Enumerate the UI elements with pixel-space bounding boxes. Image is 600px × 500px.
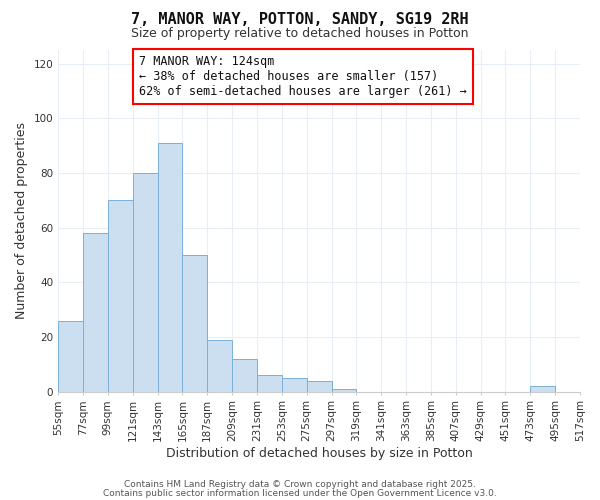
Bar bbox=[530, 386, 555, 392]
Bar bbox=[207, 340, 232, 392]
Bar bbox=[108, 200, 133, 392]
Bar bbox=[232, 359, 257, 392]
Bar bbox=[332, 389, 356, 392]
Bar bbox=[182, 255, 207, 392]
Bar bbox=[83, 233, 108, 392]
Text: Contains HM Land Registry data © Crown copyright and database right 2025.: Contains HM Land Registry data © Crown c… bbox=[124, 480, 476, 489]
Bar bbox=[282, 378, 307, 392]
Text: Contains public sector information licensed under the Open Government Licence v3: Contains public sector information licen… bbox=[103, 489, 497, 498]
Text: 7, MANOR WAY, POTTON, SANDY, SG19 2RH: 7, MANOR WAY, POTTON, SANDY, SG19 2RH bbox=[131, 12, 469, 28]
Bar bbox=[58, 320, 83, 392]
Bar bbox=[257, 376, 282, 392]
X-axis label: Distribution of detached houses by size in Potton: Distribution of detached houses by size … bbox=[166, 447, 472, 460]
Bar bbox=[133, 173, 158, 392]
Bar bbox=[307, 380, 332, 392]
Y-axis label: Number of detached properties: Number of detached properties bbox=[15, 122, 28, 320]
Text: Size of property relative to detached houses in Potton: Size of property relative to detached ho… bbox=[131, 28, 469, 40]
Text: 7 MANOR WAY: 124sqm
← 38% of detached houses are smaller (157)
62% of semi-detac: 7 MANOR WAY: 124sqm ← 38% of detached ho… bbox=[139, 55, 467, 98]
Bar bbox=[158, 143, 182, 392]
